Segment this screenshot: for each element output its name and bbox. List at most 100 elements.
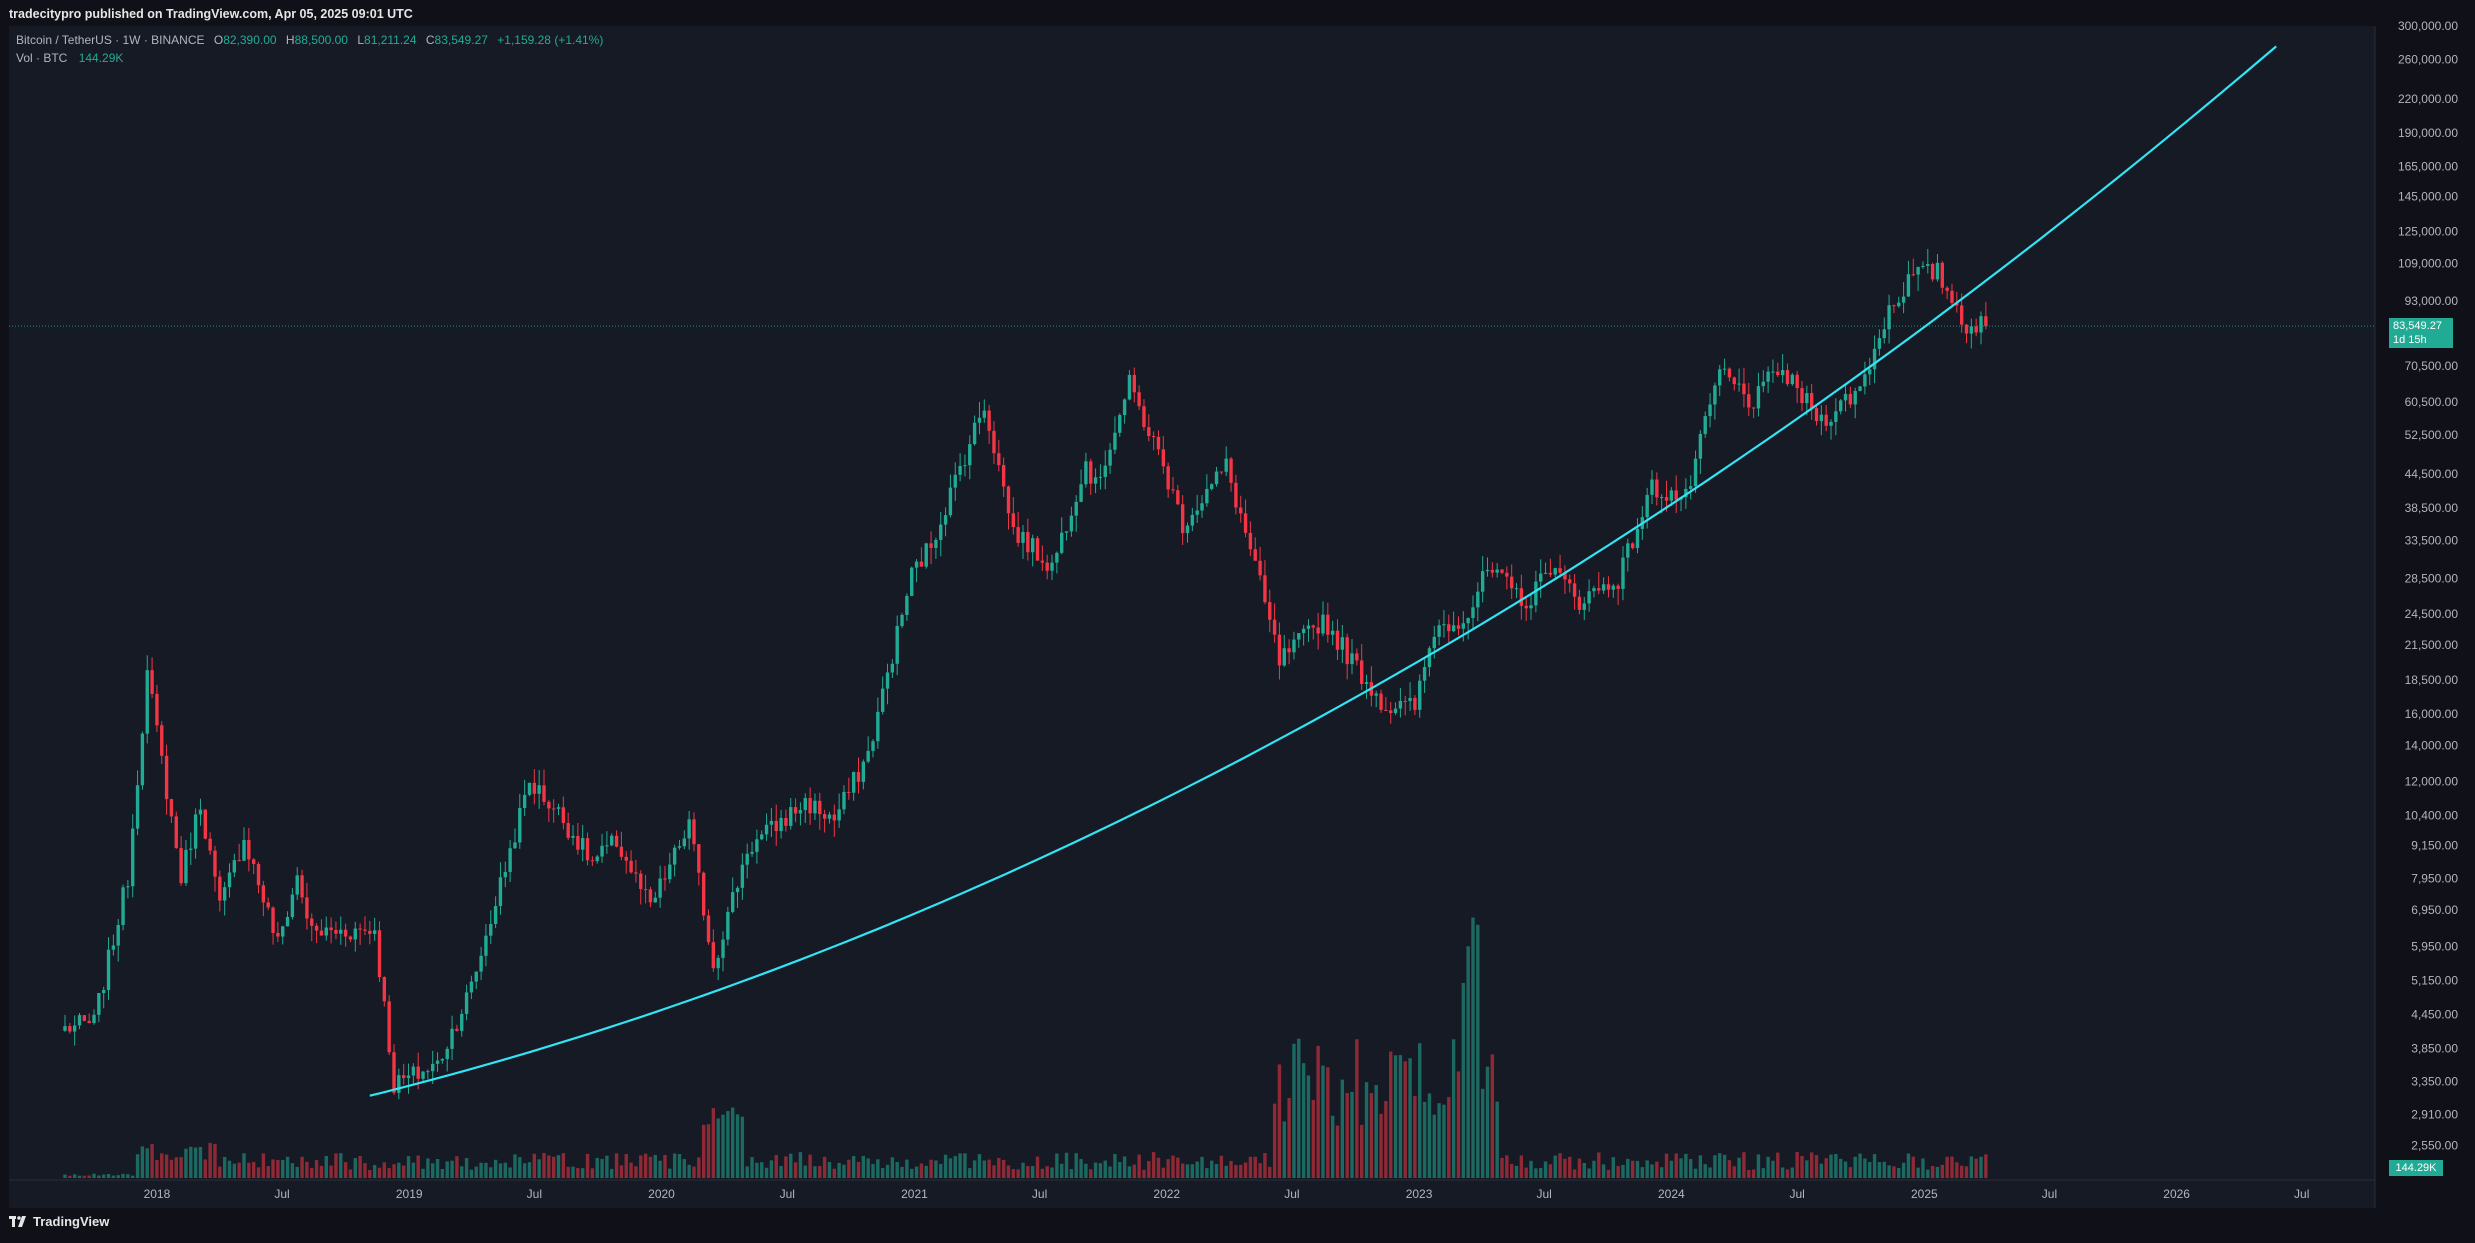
volume-bar [1921,1158,1925,1178]
volume-bar [1432,1114,1436,1178]
candle-body [842,791,846,810]
volume-bar [392,1164,396,1178]
volume-bar [1480,1088,1485,1178]
candle-body [1035,538,1040,561]
volume-bar [1355,1039,1359,1178]
candle-body [1350,653,1354,665]
volume-bar [1359,1124,1364,1178]
candle-body [479,955,483,972]
volume-bar [537,1159,541,1178]
volume-bar [1301,1063,1306,1178]
low-label: L [357,33,365,47]
symbol-label[interactable]: Bitcoin / TetherUS · 1W · BINANCE [16,33,205,47]
volume-label[interactable]: Vol · BTC [16,51,68,65]
candle-body [701,872,706,916]
volume-bar [1839,1158,1843,1178]
x-tick-label: Jul [2294,1187,2309,1201]
candle-body [1432,636,1436,649]
y-tick-label: 38,500.00 [2405,501,2459,515]
candle-body [900,614,904,627]
candle-body [1040,560,1045,563]
volume-bar [1442,1104,1446,1178]
candle-body [1809,393,1814,409]
candle-body [527,782,532,795]
candle-body [948,487,953,516]
volume-bar [1418,1043,1422,1178]
tradingview-logo[interactable]: TradingView [9,1214,109,1229]
volume-bar [1461,982,1465,1178]
x-axis-tick-labels: 2018 Jul 2019 Jul 2020 Jul 2021 Jul 2022 Jul 2023 J… [144,1187,2310,1201]
volume-bar [880,1168,885,1178]
candle-body [1326,614,1330,635]
candle-body [1790,374,1795,385]
candle-body [1664,497,1669,501]
candle-body [1597,588,1601,591]
candle-body [740,864,745,888]
volume-bar [164,1154,169,1178]
volume-bar [271,1159,275,1178]
volume-bar [314,1160,319,1178]
volume-bar [135,1154,140,1178]
candle-body [1132,374,1136,393]
candle-body [871,741,875,751]
volume-bar [150,1144,154,1178]
candle-body [1872,348,1877,370]
candle-body [1698,433,1703,459]
volume-bar [1456,1071,1461,1178]
volume-bar [1016,1169,1020,1178]
candle-body [784,817,788,826]
candle-body [1621,557,1625,589]
volume-bar [237,1162,241,1178]
volume-bar [1572,1169,1577,1178]
candle-body [1868,369,1872,375]
volume-bar [1698,1155,1703,1178]
candle-body [324,927,328,936]
volume-bar [1180,1163,1185,1178]
candle-body [1727,368,1732,378]
volume-bar [92,1173,96,1178]
candle-body [1703,416,1707,434]
candle-body [764,824,769,835]
candle-body [193,814,198,849]
candle-body [556,807,561,809]
candle-body [401,1075,406,1079]
volume-bar [1026,1166,1030,1178]
volume-bar [382,1162,387,1178]
volume-bar [372,1165,377,1178]
candle-body [1403,700,1407,702]
volume-bar [242,1153,246,1178]
candle-body [1834,411,1838,422]
candle-body [1587,591,1591,604]
candle-body [300,875,304,898]
x-tick-label: Jul [274,1187,289,1201]
volume-bar [658,1160,662,1178]
candle-body [1156,436,1161,450]
candle-body [1050,562,1054,571]
volume-bar [1316,1045,1320,1178]
candle-body [1001,465,1006,487]
volume-bar [629,1162,633,1178]
volume-bar [1229,1160,1233,1178]
volume-bar [377,1167,382,1178]
candle-body [1021,531,1025,543]
x-tick-label: Jul [1284,1187,1299,1201]
volume-bar [1393,1055,1398,1178]
candle-body [532,782,537,794]
candle-body [1064,531,1069,533]
candle-body [87,1020,91,1023]
volume-bar [1035,1156,1040,1178]
trend-curve[interactable] [369,45,2277,1097]
candle-body [1853,390,1857,405]
volume-bar [1142,1169,1146,1178]
candle-body [1248,532,1253,550]
candle-body [1461,623,1465,629]
volume-bar [261,1153,266,1178]
volume-bar [624,1154,628,1178]
volume-bar [339,1153,343,1178]
candle-body [1272,619,1277,635]
volume-bar [1601,1164,1606,1178]
volume-bar [561,1153,566,1178]
volume-bar [508,1167,512,1178]
volume-bar [682,1159,687,1178]
